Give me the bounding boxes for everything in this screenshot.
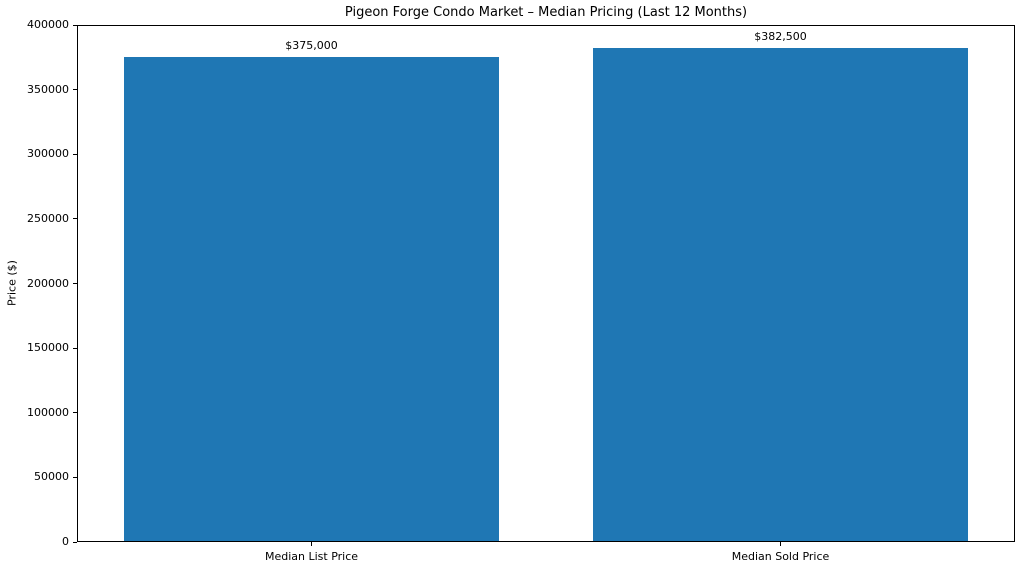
- y-tick-label: 250000: [27, 211, 69, 225]
- y-tick-label: 0: [62, 535, 69, 548]
- y-tick-mark: [73, 412, 77, 414]
- x-tick-label: Median Sold Price: [731, 550, 830, 563]
- y-tick-label: 150000: [27, 341, 69, 355]
- bar: [592, 47, 969, 541]
- y-tick-mark: [73, 476, 77, 478]
- x-tick-label: Median List Price: [264, 550, 359, 563]
- y-tick-mark: [73, 541, 77, 543]
- y-tick-label: 350000: [27, 82, 69, 96]
- y-tick-label: 100000: [27, 405, 69, 419]
- y-tick-label: 200000: [27, 276, 69, 290]
- y-tick-mark: [73, 347, 77, 349]
- x-tick-mark: [780, 542, 781, 546]
- y-tick-mark: [73, 218, 77, 220]
- chart-title: Pigeon Forge Condo Market – Median Prici…: [344, 5, 748, 20]
- y-tick-mark: [73, 89, 77, 91]
- y-tick-mark: [73, 153, 77, 155]
- bar: [123, 57, 500, 541]
- y-tick-mark: [73, 24, 77, 26]
- y-tick-label: 50000: [34, 470, 69, 484]
- y-axis-label: Price ($): [5, 260, 19, 306]
- bar-value-label: $375,000: [285, 39, 338, 53]
- y-tick-mark: [73, 283, 77, 284]
- x-tick-mark: [311, 542, 312, 546]
- bar-value-label: $382,500: [754, 29, 807, 43]
- y-tick-label: 400000: [27, 18, 69, 31]
- y-tick-label: 300000: [27, 147, 69, 161]
